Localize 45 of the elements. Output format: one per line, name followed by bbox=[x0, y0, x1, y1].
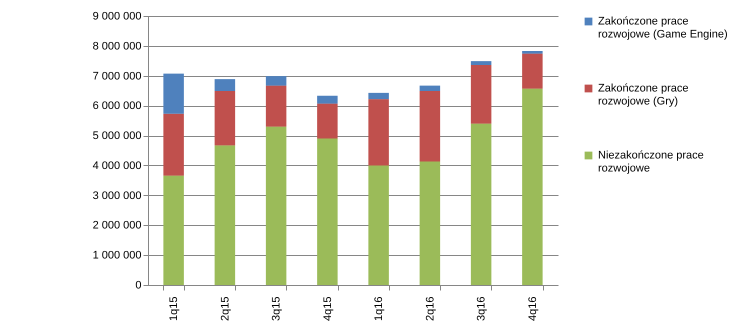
bar bbox=[420, 162, 440, 285]
bar bbox=[214, 91, 236, 146]
y-tick-label: 3 000 000 bbox=[92, 190, 142, 202]
y-tick-label: 4 000 000 bbox=[92, 160, 142, 172]
bar bbox=[368, 92, 389, 100]
bar bbox=[317, 104, 338, 139]
bar bbox=[470, 61, 492, 66]
bar bbox=[266, 86, 286, 127]
x-tick-label: 4q16 bbox=[526, 296, 539, 321]
bar bbox=[420, 91, 440, 162]
bar bbox=[317, 138, 338, 285]
bar bbox=[470, 124, 492, 285]
bar bbox=[470, 65, 492, 124]
bar bbox=[317, 96, 338, 104]
bar bbox=[266, 76, 286, 86]
y-tick-label: 8 000 000 bbox=[92, 40, 142, 52]
y-tick-label: 1 000 000 bbox=[92, 250, 142, 262]
bar bbox=[214, 145, 236, 285]
y-tick-label: 0 bbox=[135, 280, 142, 292]
bar bbox=[163, 176, 184, 285]
bar bbox=[214, 79, 236, 92]
legend-label: Zakończone prace rozwojowe (Game Engine) bbox=[598, 16, 728, 40]
x-tick-label: 1q16 bbox=[373, 296, 386, 321]
y-tick-label: 2 000 000 bbox=[92, 220, 142, 232]
bar bbox=[266, 126, 286, 285]
y-tick-label: 6 000 000 bbox=[92, 100, 142, 112]
bar bbox=[368, 165, 389, 285]
bar bbox=[420, 86, 440, 92]
x-tick-label: 3q16 bbox=[476, 296, 488, 321]
bar bbox=[522, 50, 543, 54]
bar bbox=[368, 99, 389, 166]
x-tick-label: 3q15 bbox=[270, 296, 283, 321]
bar bbox=[522, 88, 543, 285]
x-tick-label: 2q16 bbox=[424, 296, 436, 321]
legend-label: Niezakończone prace rozwojowe bbox=[598, 150, 704, 174]
y-tick-label: 5 000 000 bbox=[92, 130, 142, 142]
x-tick-label: 2q15 bbox=[219, 296, 232, 321]
x-tick-label: 1q15 bbox=[168, 296, 180, 321]
bar bbox=[163, 114, 184, 176]
bar bbox=[163, 74, 184, 114]
y-tick-label: 9 000 000 bbox=[92, 10, 142, 22]
y-tick-label: 7 000 000 bbox=[92, 70, 142, 82]
legend-label: Zakończone prace rozwojowe (Gry) bbox=[598, 82, 688, 108]
bar bbox=[522, 54, 543, 89]
x-tick-label: 4q15 bbox=[322, 296, 334, 321]
